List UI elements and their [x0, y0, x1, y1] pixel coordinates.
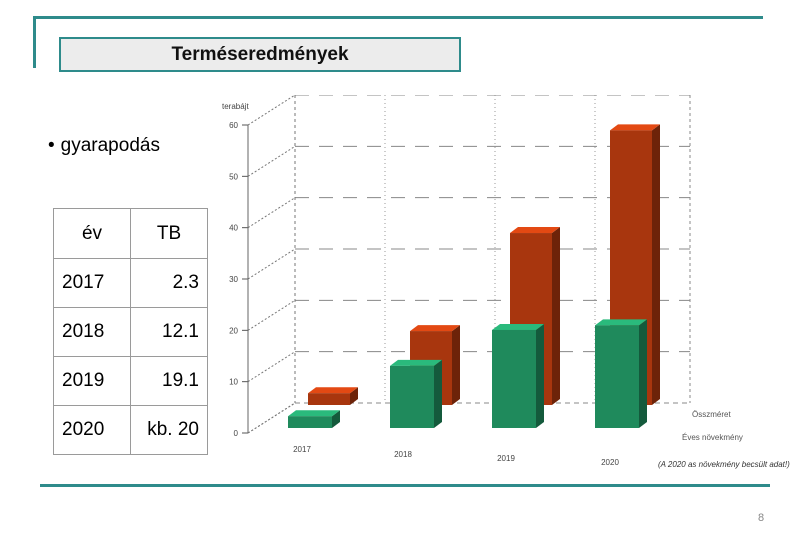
- bar-increment-top: [288, 410, 340, 417]
- floor-side-line: [247, 402, 296, 434]
- table-cell-year: 2017: [53, 258, 131, 308]
- bullet-dot-icon: •: [48, 135, 55, 156]
- grid-line-side: [247, 299, 296, 331]
- y-tick-label: 30: [229, 275, 238, 284]
- bar-total-top: [510, 227, 560, 234]
- table-cell-tb: kb. 20: [130, 405, 208, 455]
- table-cell-tb: 12.1: [130, 307, 208, 357]
- grid-line-side: [247, 197, 296, 229]
- table-cell-tb: 19.1: [130, 356, 208, 406]
- bar-total-side: [652, 124, 660, 405]
- bar-total-side: [452, 325, 460, 405]
- bar-increment-top: [492, 323, 544, 330]
- table-row: 2018 12.1: [53, 307, 208, 357]
- bar-increment-side: [536, 323, 544, 428]
- bar-increment-side: [639, 319, 647, 428]
- bar-increment-top: [390, 359, 442, 366]
- table-cell-year: 2019: [53, 356, 131, 406]
- x-tick-label: 2020: [601, 458, 619, 467]
- table-row: 2020 kb. 20: [53, 405, 208, 455]
- bar-increment: [595, 325, 639, 428]
- series-label-total: Összméret: [692, 410, 731, 419]
- bar-total-top: [410, 325, 460, 332]
- frame-top-line: [33, 16, 763, 19]
- chart-footnote: (A 2020 as növekmény becsült adat!): [658, 460, 790, 469]
- bullet-item: • gyarapodás: [48, 135, 160, 157]
- bar-increment: [390, 365, 434, 428]
- y-tick-label: 40: [229, 224, 238, 233]
- bar-total-top: [308, 387, 358, 394]
- table-header-row: év TB: [53, 208, 208, 259]
- frame-left-line: [33, 16, 36, 68]
- table-header-tb: TB: [130, 208, 208, 259]
- grid-line-side: [247, 95, 296, 126]
- bar-increment-side: [332, 410, 340, 428]
- table-row: 2017 2.3: [53, 258, 208, 308]
- bar-total: [308, 393, 350, 405]
- bar-increment-top: [595, 319, 647, 326]
- y-tick-label: 10: [229, 378, 238, 387]
- grid-line-side: [247, 145, 296, 177]
- x-tick-label: 2017: [293, 445, 311, 454]
- bar-increment: [492, 329, 536, 428]
- x-tick-label: 2019: [497, 454, 515, 463]
- y-axis-label: terabájt: [222, 102, 249, 111]
- series-label-increment: Éves növekmény: [682, 433, 743, 442]
- y-tick-label: 20: [229, 326, 238, 335]
- table-cell-year: 2018: [53, 307, 131, 357]
- bullet-text: gyarapodás: [60, 135, 160, 156]
- grid-line-side: [247, 351, 296, 383]
- bar-total-side: [350, 387, 358, 405]
- bar-total-top: [610, 124, 660, 131]
- bar-total-side: [552, 227, 560, 405]
- table-cell-tb: 2.3: [130, 258, 208, 308]
- bar-increment: [288, 416, 332, 428]
- page-number: 8: [758, 512, 765, 524]
- y-tick-label: 50: [229, 172, 238, 181]
- table-header-year: év: [53, 208, 131, 259]
- y-tick-label: 0: [234, 429, 239, 438]
- bottom-rule: [40, 484, 770, 487]
- bar-chart-3d: 0 10 20 30 40 50 60 terabájt 2017 2018 2019 2020 Öss…: [222, 95, 790, 469]
- table-cell-year: 2020: [53, 405, 131, 455]
- grid-line-side: [247, 248, 296, 280]
- bar-increment-side: [434, 359, 442, 428]
- data-table: év TB 2017 2.3 2018 12.1 2019 19.1 2020 …: [53, 208, 208, 455]
- table-row: 2019 19.1: [53, 356, 208, 406]
- slide-title: Terméseredmények: [59, 37, 461, 72]
- x-tick-label: 2018: [394, 450, 412, 459]
- y-tick-label: 60: [229, 121, 238, 130]
